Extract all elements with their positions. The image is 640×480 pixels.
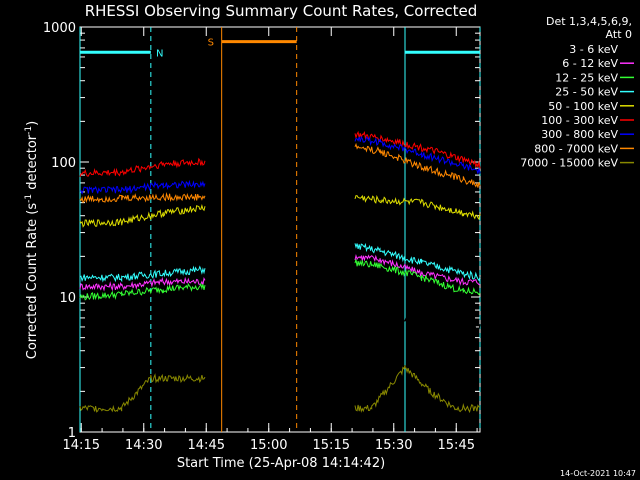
y-tick-label: 100 <box>51 156 76 171</box>
y-label-part1: Corrected Count Rate (s <box>25 203 40 360</box>
series-line <box>79 373 206 413</box>
series-line <box>79 332 206 349</box>
y-tick-label: 10 <box>59 291 76 306</box>
series-line <box>79 191 206 204</box>
y-tick-label: 1000 <box>43 21 76 36</box>
series-line <box>354 365 481 414</box>
legend-entry-label: 3 - 6 keV <box>569 43 618 56</box>
y-axis-label: Corrected Count Rate (s-1 detector-1) <box>24 121 40 359</box>
y-label-part2: detector <box>25 134 40 194</box>
series-line <box>79 276 206 292</box>
plot-frame <box>79 26 481 433</box>
footer-date: 14-Oct-2021 10:47 <box>560 469 636 478</box>
legend-entry-label: 7000 - 15000 keV <box>520 157 618 170</box>
series-line <box>354 300 481 332</box>
legend-entry-label: 25 - 50 keV <box>555 86 618 99</box>
series-line <box>354 242 481 282</box>
y-label-sup2: -1 <box>24 126 34 135</box>
x-tick-label: 14:45 <box>188 438 225 453</box>
x-tick-label: 15:30 <box>375 438 412 453</box>
annotation-label: N <box>156 48 163 59</box>
legend-header-line1: Det 1,3,4,5,6,9, <box>546 15 632 28</box>
legend-entry-label: 50 - 100 keV <box>548 100 618 113</box>
series-line <box>354 130 481 169</box>
series-line <box>354 254 481 286</box>
series-line <box>354 142 481 188</box>
legend-entry-label: 100 - 300 keV <box>541 114 618 127</box>
chart-title: RHESSI Observing Summary Count Rates, Co… <box>85 2 478 20</box>
plot-area: 1 10 100 1000 14:15 14:30 14:45 15:00 15:15 15:30… <box>43 21 481 453</box>
y-label-part3: ) <box>25 121 40 126</box>
legend-header-line2: Att 0 <box>606 28 632 41</box>
legend-entry-label: 6 - 12 keV <box>562 57 618 70</box>
series-line <box>354 194 481 221</box>
y-tick-label: 1 <box>68 426 76 441</box>
series-line <box>354 259 481 296</box>
series-line <box>79 157 206 177</box>
x-tick-label: 15:00 <box>250 438 287 453</box>
y-label-sup1: -1 <box>24 194 34 203</box>
annotation-label: S <box>208 38 214 49</box>
legend-entry-label: 12 - 25 keV <box>555 71 618 84</box>
x-tick-label: 15:15 <box>313 438 350 453</box>
series-line <box>79 282 206 301</box>
series-line <box>354 135 481 174</box>
legend-entry-label: 300 - 800 keV <box>541 128 618 141</box>
x-tick-label: 14:15 <box>63 438 100 453</box>
x-tick-label: 14:30 <box>125 438 162 453</box>
x-axis-label: Start Time (25-Apr-08 14:14:42) <box>177 456 385 471</box>
series-line <box>79 179 206 195</box>
series-line <box>79 203 206 228</box>
x-tick-label: 15:45 <box>438 438 475 453</box>
series-line <box>79 265 206 283</box>
legend-entry-label: 800 - 7000 keV <box>534 142 618 155</box>
